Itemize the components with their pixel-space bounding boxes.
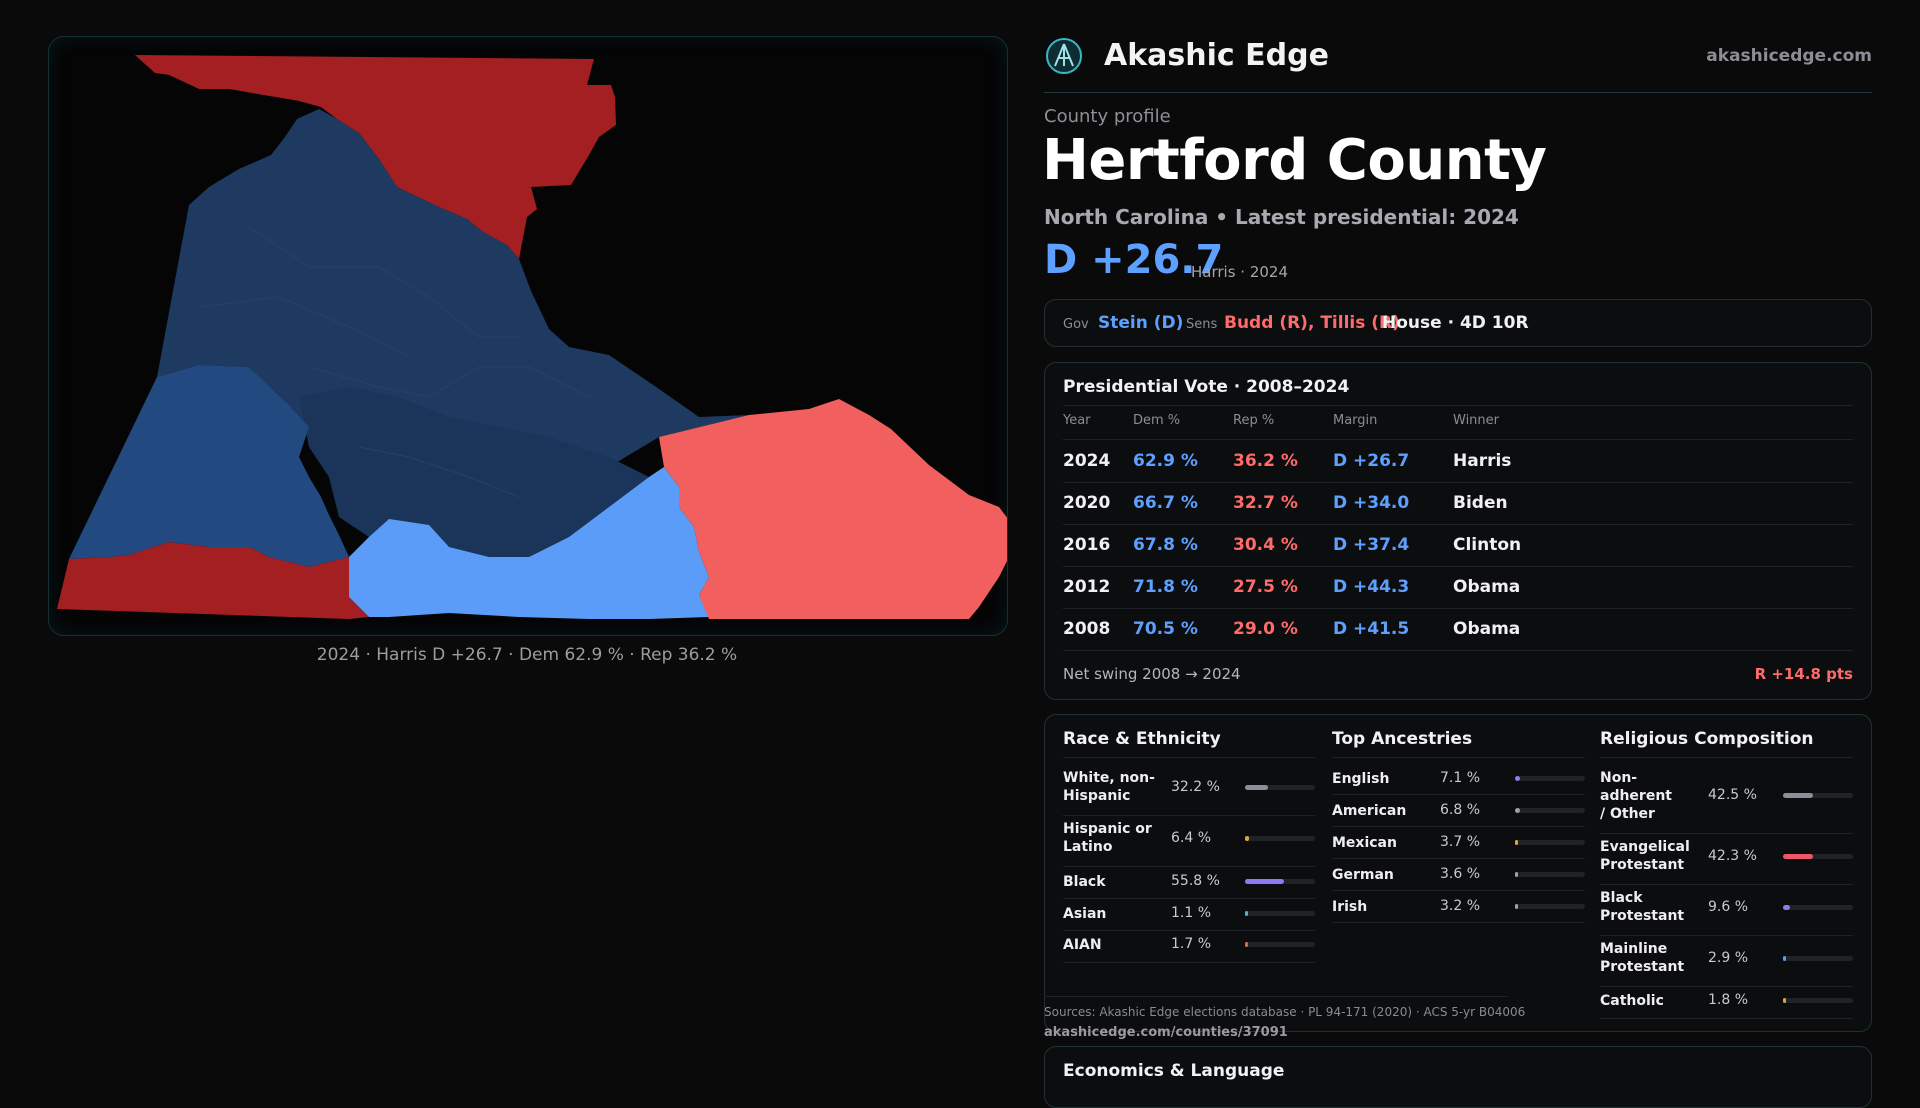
brand-header: Akashic Edge akashicedge.com	[1044, 36, 1872, 93]
county-map[interactable]	[48, 36, 1008, 636]
list-item: Black 55.8 %	[1063, 867, 1315, 899]
map-caption: 2024 · Harris D +26.7 · Dem 62.9 % · Rep…	[316, 645, 738, 665]
religion-bar	[1783, 956, 1786, 961]
list-item: White, non-Hispanic 32.2 %	[1063, 765, 1315, 816]
religion-bar	[1783, 905, 1790, 910]
list-item: Asian 1.1 %	[1063, 899, 1315, 931]
col-winner: Winner	[1453, 413, 1500, 428]
religion-bar	[1783, 854, 1813, 859]
race-bar	[1245, 879, 1285, 884]
table-row: 2016 67.8 % 30.4 % D +37.4 Clinton	[1063, 524, 1853, 567]
ancestry-bar	[1515, 904, 1518, 909]
religion-title: Religious Composition	[1600, 729, 1814, 749]
precinct-north[interactable]	[135, 55, 616, 259]
race-title: Race & Ethnicity	[1063, 729, 1221, 749]
list-item: Black Protestant 9.6 %	[1600, 885, 1853, 936]
list-item: English 7.1 %	[1332, 763, 1585, 795]
religion-bar	[1783, 793, 1813, 798]
table-row: 2012 71.8 % 27.5 % D +44.3 Obama	[1063, 566, 1853, 609]
brand-site-link[interactable]: akashicedge.com	[1706, 46, 1872, 66]
table-row: 2008 70.5 % 29.0 % D +41.5 Obama	[1063, 608, 1853, 651]
ancestry-bar	[1515, 872, 1518, 877]
list-item: German 3.6 %	[1332, 859, 1585, 891]
latest-margin-note: Harris · 2024	[1191, 263, 1289, 281]
religion-bar	[1783, 998, 1786, 1003]
col-rep: Rep %	[1233, 413, 1275, 428]
senators: Budd (R), Tillis (R)	[1224, 313, 1400, 333]
presidential-title: Presidential Vote · 2008–2024	[1063, 377, 1350, 397]
col-year: Year	[1063, 413, 1091, 428]
page-title: Hertford County	[1042, 128, 1547, 193]
table-row: 2020 66.7 % 32.7 % D +34.0 Biden	[1063, 482, 1853, 525]
brand-name: Akashic Edge	[1104, 38, 1329, 73]
precinct-southwest[interactable]	[57, 542, 369, 619]
list-item: Mexican 3.7 %	[1332, 827, 1585, 859]
col-dem: Dem %	[1133, 413, 1181, 428]
officials-bar: Gov Stein (D) Sens Budd (R), Tillis (R) …	[1044, 299, 1872, 347]
economics-title: Economics & Language	[1063, 1061, 1285, 1081]
demographics-card: Race & Ethnicity White, non-Hispanic 32.…	[1044, 714, 1872, 1032]
gov-label: Gov	[1063, 317, 1089, 332]
race-bar	[1245, 911, 1248, 916]
net-swing-label: Net swing 2008 → 2024	[1063, 665, 1241, 683]
precinct-central[interactable]	[299, 387, 649, 557]
list-item: Irish 3.2 %	[1332, 891, 1585, 923]
list-item: Catholic 1.8 %	[1600, 987, 1853, 1019]
race-bar	[1245, 942, 1248, 947]
akashic-logo-icon	[1046, 38, 1082, 74]
ancestry-bar	[1515, 840, 1518, 845]
economics-card: Economics & Language	[1044, 1046, 1872, 1108]
precinct-south[interactable]	[349, 467, 709, 619]
race-bar	[1245, 785, 1268, 790]
precinct-map-svg	[57, 55, 1007, 619]
ancestry-bar	[1515, 808, 1520, 813]
table-row: 2024 62.9 % 36.2 % D +26.7 Harris	[1063, 440, 1853, 483]
race-bar	[1245, 836, 1250, 841]
list-item: Mainline Protestant 2.9 %	[1600, 936, 1853, 987]
ancestry-bar	[1515, 776, 1520, 781]
sens-label: Sens	[1186, 317, 1218, 332]
sources-text: Sources: Akashic Edge elections database…	[1044, 1005, 1526, 1019]
list-item: American 6.8 %	[1332, 795, 1585, 827]
page-eyebrow: County profile	[1044, 106, 1171, 127]
precinct-east[interactable]	[659, 399, 1007, 619]
presidential-table: Presidential Vote · 2008–2024 Year Dem %…	[1044, 362, 1872, 700]
latest-margin: D +26.7	[1044, 237, 1224, 283]
col-margin: Margin	[1333, 413, 1378, 428]
governor: Stein (D)	[1098, 313, 1184, 333]
list-item: Hispanic or Latino 6.4 %	[1063, 816, 1315, 867]
list-item: Non-adherent / Other 42.5 %	[1600, 765, 1853, 834]
list-item: Evangelical Protestant 42.3 %	[1600, 834, 1853, 885]
net-swing-value: R +14.8 pts	[1754, 665, 1853, 683]
list-item: AIAN 1.7 %	[1063, 931, 1315, 963]
ancestry-title: Top Ancestries	[1332, 729, 1473, 749]
page-subtitle: North Carolina • Latest presidential: 20…	[1044, 205, 1519, 229]
sources-url[interactable]: akashicedge.com/counties/37091	[1044, 1025, 1288, 1040]
house-delegation: House · 4D 10R	[1382, 313, 1529, 333]
precinct-west[interactable]	[69, 365, 349, 567]
